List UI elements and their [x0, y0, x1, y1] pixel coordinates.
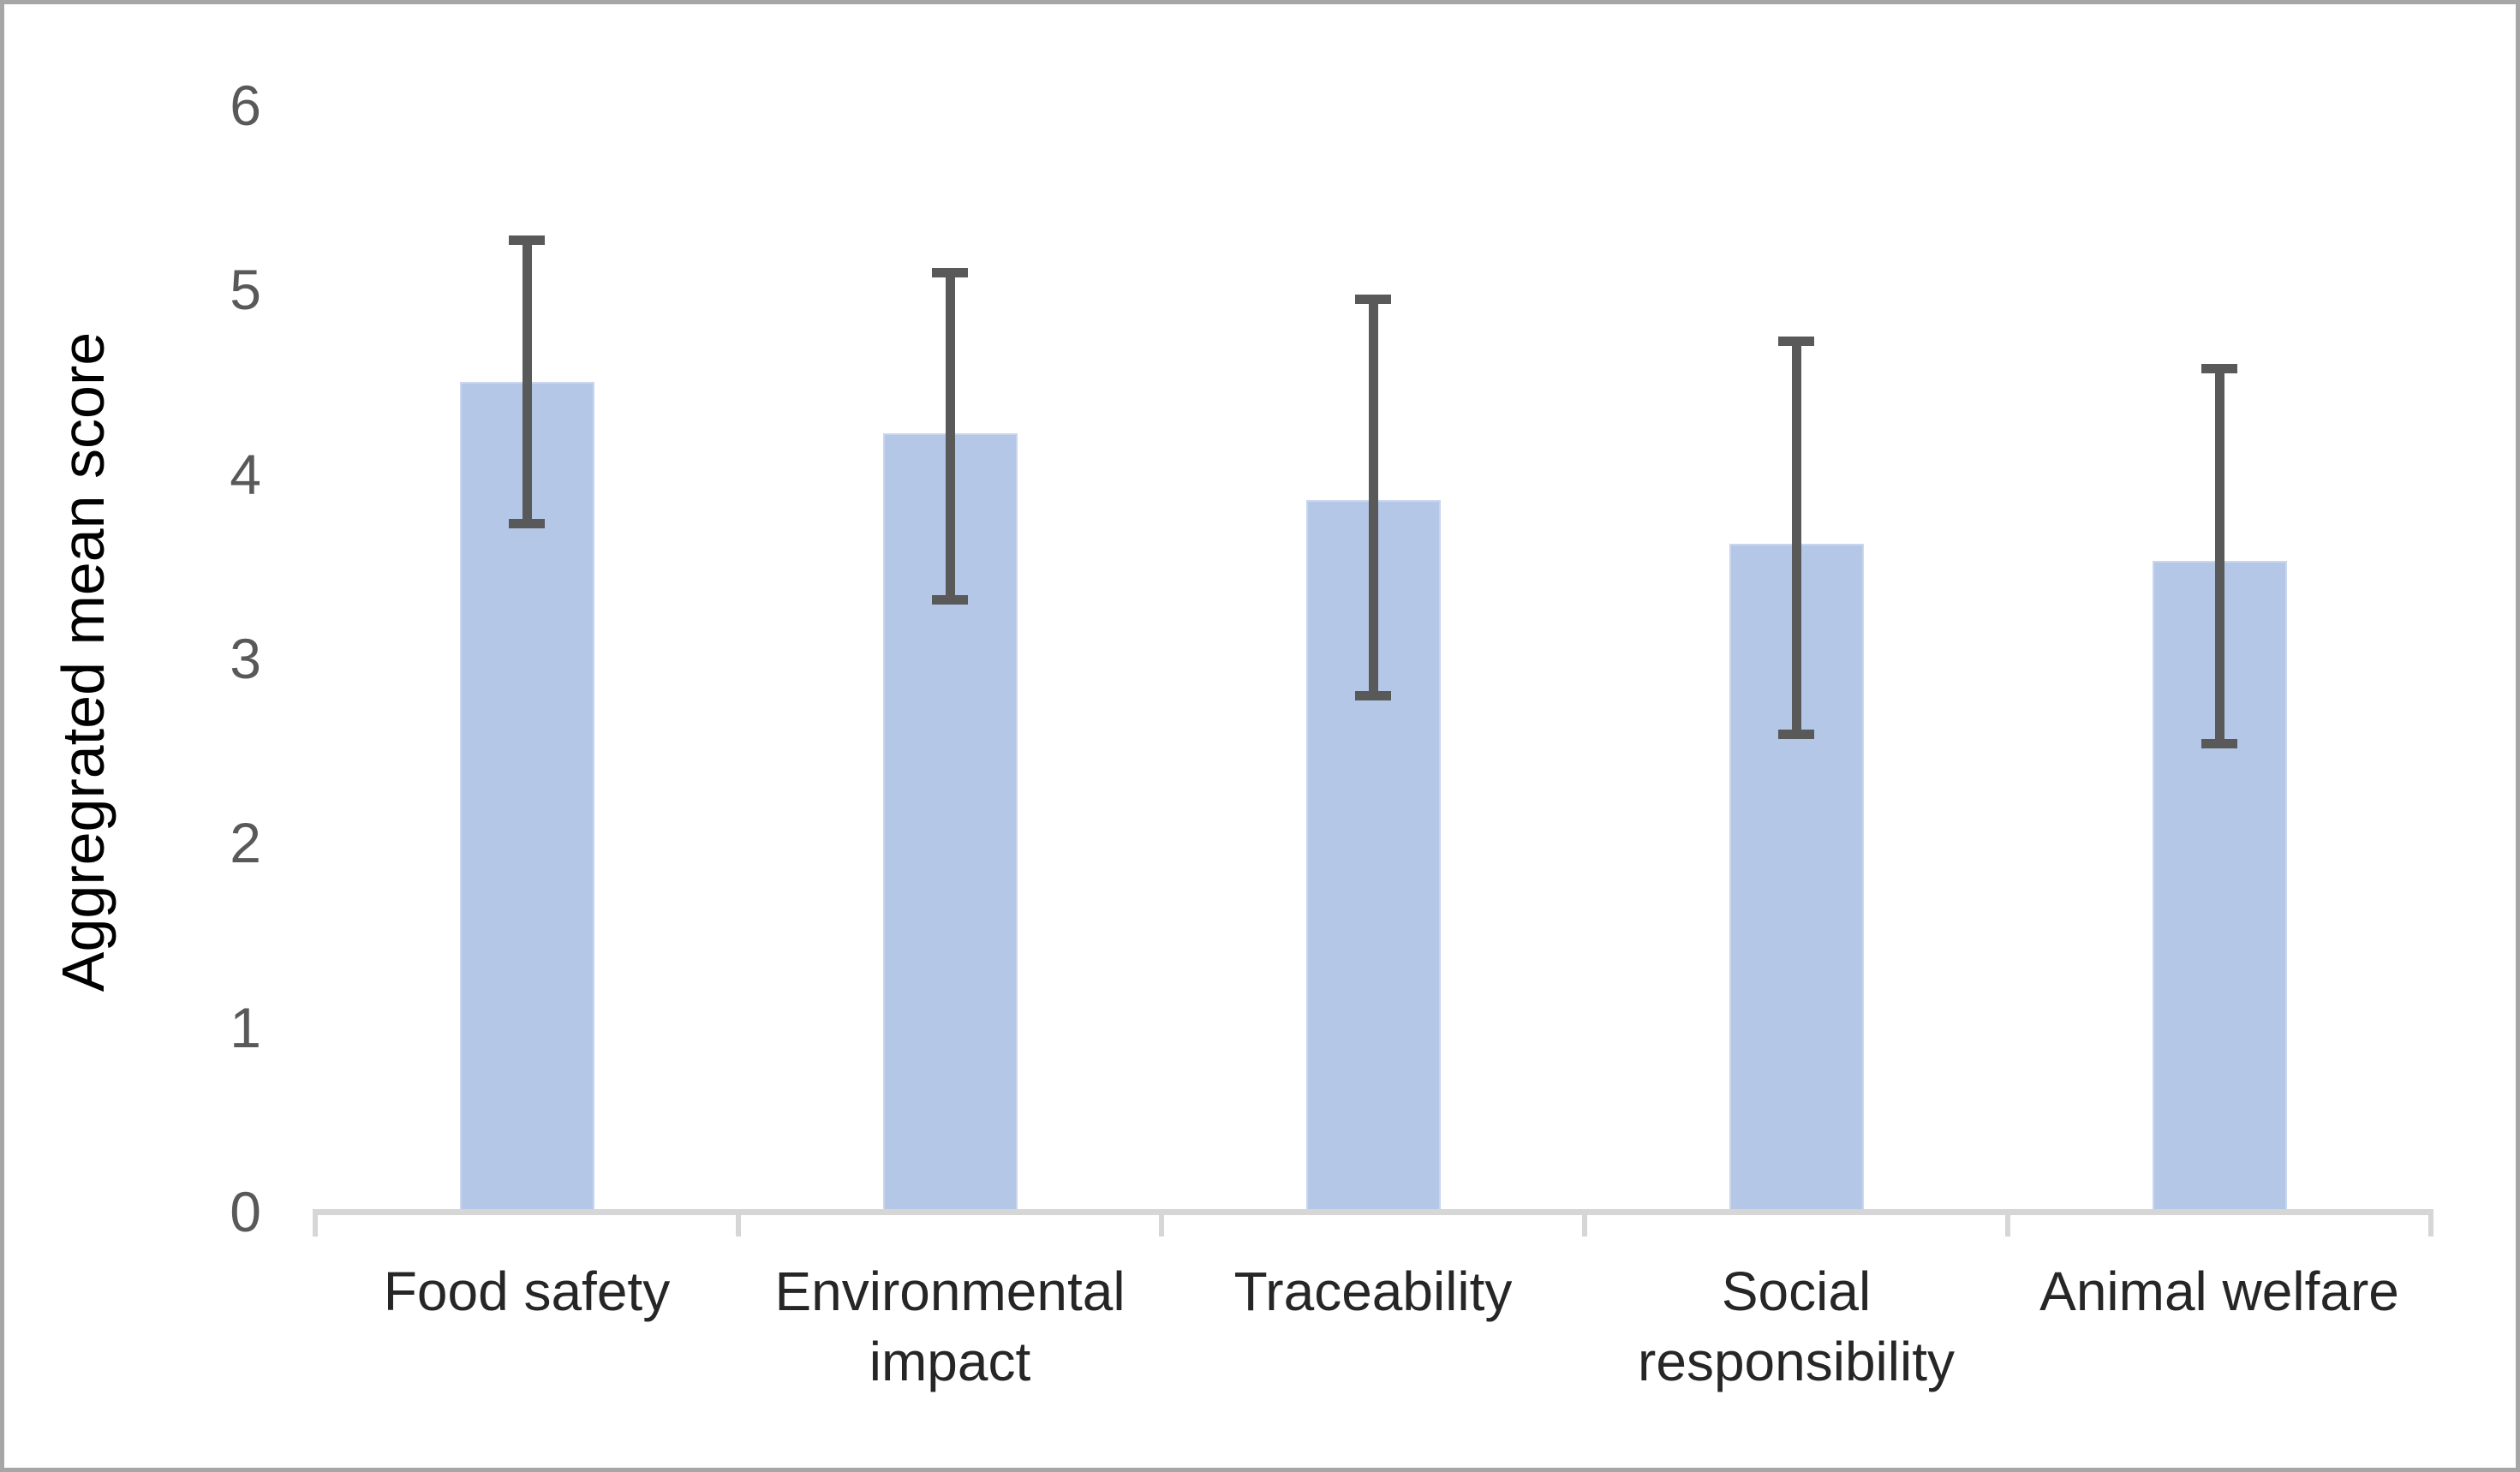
- error-bar-line: [2214, 368, 2224, 744]
- x-axis-tick: [1159, 1209, 1164, 1237]
- error-bar-line: [522, 240, 532, 524]
- x-category-label: Food safety: [383, 1260, 671, 1322]
- error-bar-cap-bottom: [932, 594, 968, 605]
- error-bar-cap-top: [1355, 294, 1391, 304]
- error-bar-line: [1368, 299, 1378, 696]
- y-tick-label: 6: [230, 74, 261, 137]
- error-bar-cap-top: [932, 268, 968, 278]
- x-axis-tick: [2005, 1209, 2010, 1237]
- x-axis-tick: [1582, 1209, 1587, 1237]
- error-bar-cap-bottom: [1778, 729, 1814, 739]
- error-bar-cap-top: [2201, 364, 2237, 374]
- error-bar-cap-bottom: [1355, 690, 1391, 700]
- bar: [459, 382, 594, 1212]
- x-category-label: Traceability: [1233, 1260, 1513, 1322]
- y-tick-label: 3: [230, 627, 261, 690]
- error-bar-cap-bottom: [2201, 738, 2237, 748]
- x-axis-tick: [313, 1209, 318, 1237]
- error-bar-cap-bottom: [509, 519, 545, 529]
- x-axis-tick: [736, 1209, 741, 1237]
- error-bar-line: [945, 272, 955, 600]
- y-tick-label: 1: [230, 995, 261, 1059]
- x-category-label: Animal welfare: [2039, 1260, 2399, 1322]
- x-category-label: Social responsibility: [1638, 1260, 1955, 1392]
- y-tick-label: 4: [230, 442, 261, 506]
- x-axis-tick: [2428, 1209, 2433, 1237]
- y-tick-label: 2: [230, 811, 261, 875]
- error-bar-line: [1791, 341, 1801, 735]
- error-bar-cap-top: [1778, 337, 1814, 347]
- x-axis-line: [315, 1209, 2431, 1215]
- y-tick-label: 0: [230, 1180, 261, 1243]
- x-category-label: Environmental impact: [774, 1260, 1126, 1392]
- error-bar-cap-top: [509, 235, 545, 245]
- y-tick-label: 5: [230, 258, 261, 322]
